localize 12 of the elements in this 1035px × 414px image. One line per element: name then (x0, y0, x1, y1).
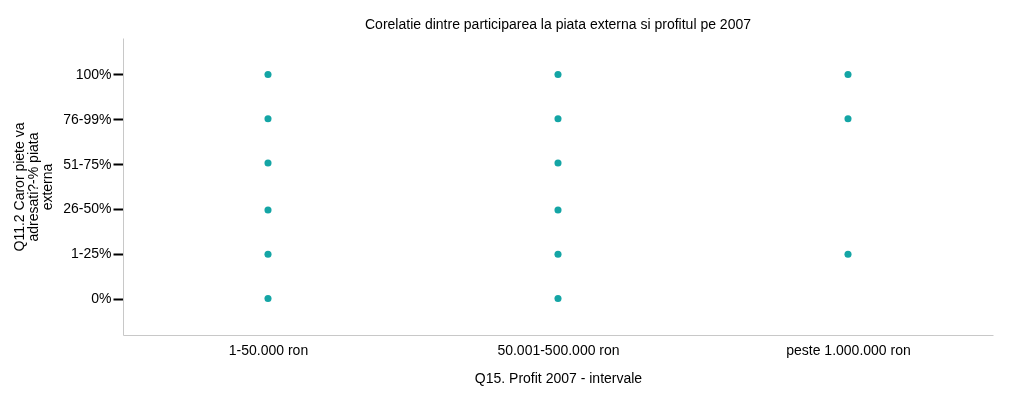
x-tick-label: 50.001-500.000 ron (497, 341, 620, 358)
x-tick-label: 1-50.000 ron (228, 341, 309, 358)
x-tick-label: peste 1.000.000 ron (786, 341, 911, 358)
category-label: 100% (75, 65, 112, 82)
category-label: 76-99% (63, 110, 112, 127)
category-label: 26-50% (63, 200, 112, 217)
x-axis-title: Q15. Profit 2007 - intervale (474, 369, 643, 386)
chart-title: Corelatie dintre participarea la piata externa si profitul pe 2007 (364, 16, 752, 32)
y-axis-title: Q11.2 Caror piete va adresati?-% piata externa (11, 122, 56, 252)
category-label: 0% (91, 290, 112, 307)
category-label: 51-75% (63, 155, 112, 172)
category-label: 1-25% (71, 245, 112, 262)
